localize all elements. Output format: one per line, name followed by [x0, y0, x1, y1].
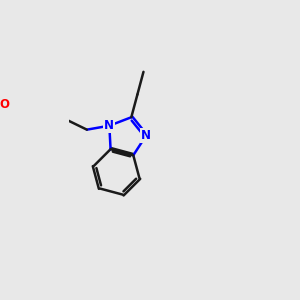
Text: N: N	[141, 129, 151, 142]
Text: N: N	[104, 119, 114, 132]
Text: O: O	[0, 98, 9, 111]
